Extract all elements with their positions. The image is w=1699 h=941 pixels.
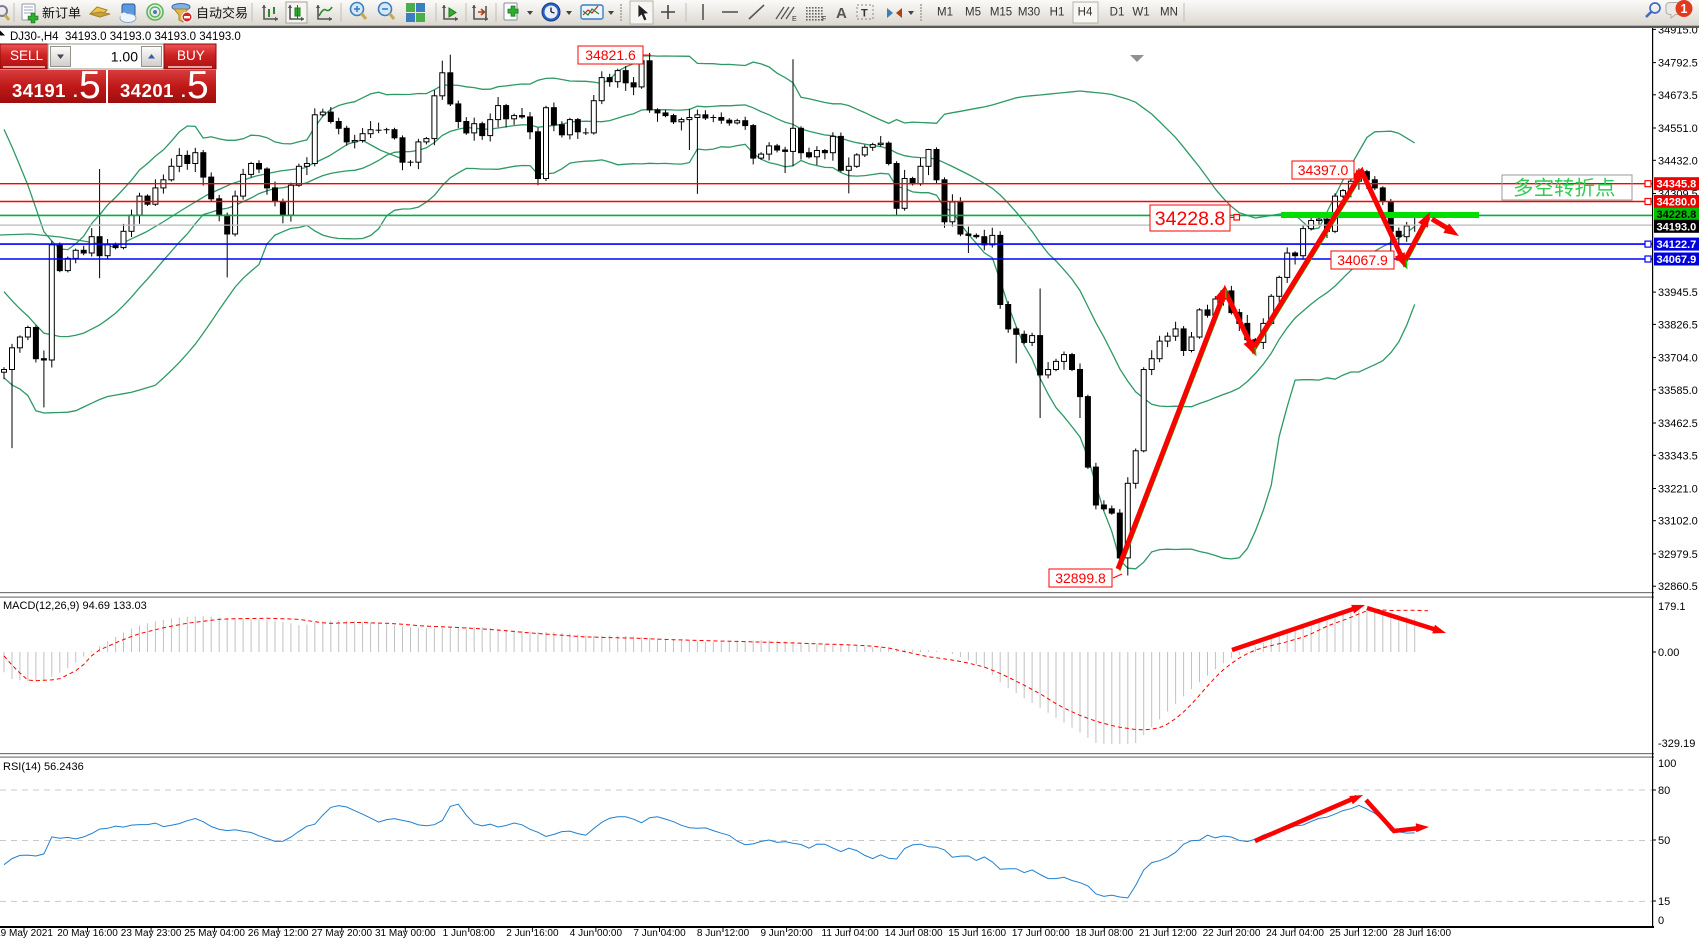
svg-text:H1: H1 [1050, 7, 1065, 19]
svg-text:BUY: BUY [177, 48, 205, 63]
svg-text:M1: M1 [937, 7, 953, 19]
svg-text:27 May 20:00: 27 May 20:00 [311, 928, 372, 939]
svg-text:MN: MN [1160, 7, 1178, 19]
svg-text:32899.8: 32899.8 [1055, 570, 1106, 586]
svg-text:179.1: 179.1 [1658, 601, 1686, 613]
svg-text:50: 50 [1658, 835, 1670, 847]
svg-text:0: 0 [1658, 915, 1664, 927]
svg-text:1 Jun 08:00: 1 Jun 08:00 [443, 928, 496, 939]
svg-text:M15: M15 [990, 7, 1012, 19]
svg-text:32979.5: 32979.5 [1658, 549, 1698, 561]
svg-text:5: 5 [79, 64, 101, 107]
svg-text:26 May 12:00: 26 May 12:00 [248, 928, 309, 939]
svg-text:14 Jun 08:00: 14 Jun 08:00 [885, 928, 943, 939]
svg-text:1: 1 [1681, 2, 1688, 16]
svg-text:9 Jun 20:00: 9 Jun 20:00 [760, 928, 813, 939]
svg-text:34228.8: 34228.8 [1657, 209, 1697, 221]
svg-text:20 May 16:00: 20 May 16:00 [57, 928, 118, 939]
svg-text:33102.0: 33102.0 [1658, 516, 1698, 528]
svg-text:23 May 23:00: 23 May 23:00 [121, 928, 182, 939]
svg-text:34067.9: 34067.9 [1337, 252, 1388, 268]
svg-text:E: E [792, 16, 797, 23]
svg-text:100: 100 [1658, 758, 1676, 770]
svg-text:W1: W1 [1132, 7, 1149, 19]
svg-text:80: 80 [1658, 785, 1670, 797]
svg-text:M30: M30 [1018, 7, 1040, 19]
svg-text:DJ30-,H4 34193.0 34193.0 3419: DJ30-,H4 34193.0 34193.0 34193.0 34193.0 [10, 31, 241, 43]
svg-text:D1: D1 [1110, 7, 1125, 19]
svg-text:34201: 34201 [120, 80, 174, 101]
svg-text:7 Jun 04:00: 7 Jun 04:00 [633, 928, 686, 939]
svg-text:34551.0: 34551.0 [1658, 123, 1698, 135]
svg-text:5: 5 [187, 64, 209, 107]
svg-text:34345.8: 34345.8 [1657, 179, 1697, 191]
svg-text:2 Jun 16:00: 2 Jun 16:00 [506, 928, 559, 939]
svg-text:0.00: 0.00 [1658, 647, 1679, 659]
svg-text:F: F [822, 16, 826, 23]
svg-text:33462.5: 33462.5 [1658, 418, 1698, 430]
svg-text:11 Jun 04:00: 11 Jun 04:00 [822, 928, 880, 939]
svg-text:34067.9: 34067.9 [1657, 254, 1697, 266]
svg-text:34432.0: 34432.0 [1658, 155, 1698, 167]
svg-text:25 May 04:00: 25 May 04:00 [184, 928, 245, 939]
svg-text:1.00: 1.00 [111, 49, 138, 65]
svg-text:.: . [73, 82, 78, 101]
svg-text:34193.0: 34193.0 [1657, 221, 1697, 233]
svg-text:-329.19: -329.19 [1658, 738, 1695, 750]
svg-text:33221.0: 33221.0 [1658, 484, 1698, 496]
svg-text:33704.0: 33704.0 [1658, 353, 1698, 365]
svg-text:25 Jun 12:00: 25 Jun 12:00 [1330, 928, 1388, 939]
svg-text:H4: H4 [1078, 7, 1093, 19]
svg-text:SELL: SELL [10, 48, 44, 63]
svg-text:21 Jun 12:00: 21 Jun 12:00 [1139, 928, 1197, 939]
svg-text:31 May 00:00: 31 May 00:00 [375, 928, 436, 939]
svg-text:34280.0: 34280.0 [1657, 197, 1697, 209]
svg-text:34821.6: 34821.6 [585, 47, 636, 63]
svg-text:32860.5: 32860.5 [1658, 581, 1698, 593]
svg-text:34122.7: 34122.7 [1657, 239, 1697, 251]
svg-text:28 Jun 16:00: 28 Jun 16:00 [1393, 928, 1451, 939]
svg-text:18 Jun 08:00: 18 Jun 08:00 [1075, 928, 1133, 939]
svg-text:34191: 34191 [12, 80, 66, 101]
svg-text:33945.5: 33945.5 [1658, 287, 1698, 299]
svg-text:34397.0: 34397.0 [1298, 162, 1349, 178]
svg-text:33826.5: 33826.5 [1658, 319, 1698, 331]
svg-text:22 Jun 20:00: 22 Jun 20:00 [1203, 928, 1261, 939]
svg-text:8 Jun 12:00: 8 Jun 12:00 [697, 928, 750, 939]
svg-text:33585.0: 33585.0 [1658, 385, 1698, 397]
svg-text:4 Jun 00:00: 4 Jun 00:00 [570, 928, 623, 939]
svg-text:A: A [836, 5, 847, 22]
svg-text:15: 15 [1658, 896, 1670, 908]
svg-text:19 May 2021: 19 May 2021 [0, 928, 53, 939]
svg-text:17 Jun 00:00: 17 Jun 00:00 [1012, 928, 1070, 939]
svg-text:24 Jun 04:00: 24 Jun 04:00 [1266, 928, 1324, 939]
svg-text:.: . [181, 82, 186, 101]
svg-text:M5: M5 [965, 7, 981, 19]
svg-text:T: T [861, 8, 868, 20]
svg-text:34673.5: 34673.5 [1658, 90, 1698, 102]
svg-text:34792.5: 34792.5 [1658, 58, 1698, 70]
svg-text:MACD(12,26,9) 94.69 133.03: MACD(12,26,9) 94.69 133.03 [3, 600, 147, 612]
svg-text:15 Jun 16:00: 15 Jun 16:00 [948, 928, 1006, 939]
svg-text:33343.5: 33343.5 [1658, 450, 1698, 462]
svg-text:34228.8: 34228.8 [1155, 208, 1226, 230]
svg-text:RSI(14) 56.2436: RSI(14) 56.2436 [3, 761, 84, 773]
